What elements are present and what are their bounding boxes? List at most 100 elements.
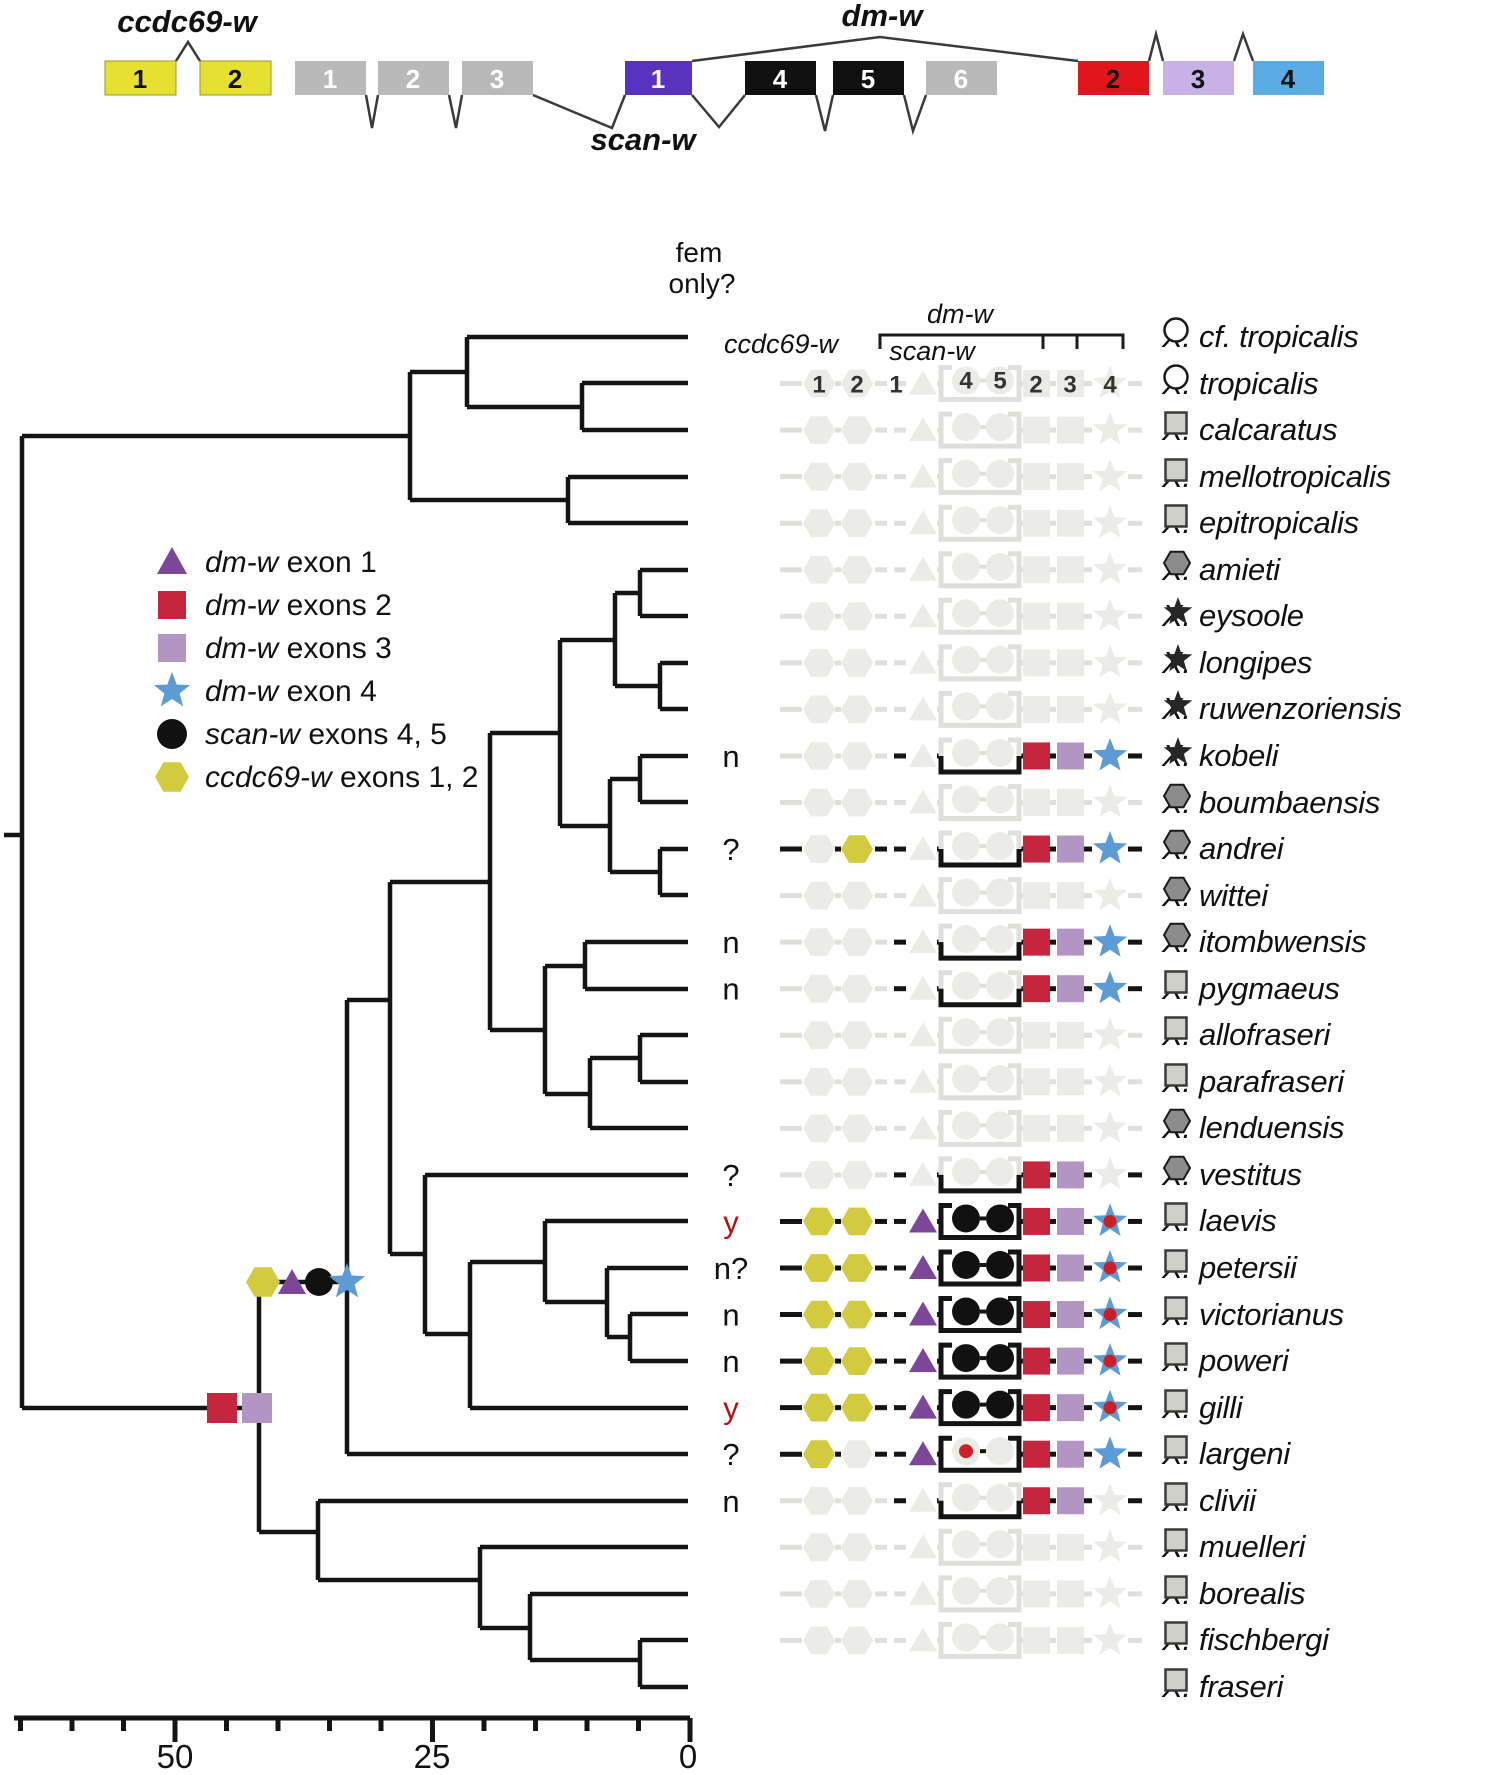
species-row: X. fraseri: [1162, 1666, 1293, 1708]
scanw-exon4-circle: [952, 1204, 980, 1233]
dmw-exon2-square: [1023, 1580, 1050, 1608]
scanw-splice-bracket: [938, 830, 1022, 850]
species-row: X. epitropicalis: [1162, 502, 1369, 544]
dmw-exon2-square: [1023, 975, 1050, 1003]
ccdc69w-exon2-hexagon: [841, 1486, 873, 1515]
species-name: X. eysoole: [1162, 598, 1304, 634]
ccdc69w-exon2-hexagon: [841, 1254, 873, 1282]
dmw-exon1-triangle: [909, 1068, 937, 1093]
scanw-exon5-circle: [986, 506, 1014, 535]
black-star-icon: [1163, 690, 1193, 718]
species-row: X. mellotropicalis: [1162, 456, 1401, 498]
ccdc69w-exon1-hexagon: [803, 974, 835, 1003]
ccdc69w-hexagon-icon: [155, 762, 189, 792]
ccdc69w-exon1-hexagon: [803, 695, 835, 724]
ccdc69w-exon1-hexagon: [803, 555, 835, 584]
legend-item: dm-w exon 1: [157, 546, 377, 579]
grey-square-icon: [1164, 1342, 1188, 1366]
grey-square-icon: [1164, 1435, 1188, 1459]
species-name: X. epitropicalis: [1162, 505, 1359, 541]
dmw-exon3-square: [1057, 742, 1084, 770]
dmw-exon1-triangle: [909, 1208, 937, 1233]
column-exon-number: 3: [1063, 372, 1076, 399]
dmw-exon3-square: [1057, 1114, 1084, 1142]
black-star-icon: [1163, 736, 1193, 765]
grey-square-icon: [1164, 1202, 1188, 1227]
scanw-exon4-circle: [952, 1344, 980, 1373]
species-row: X. lenduensis: [1162, 1107, 1354, 1149]
node-dmw-exon1-triangle: [278, 1269, 306, 1294]
scanw-exon4-circle: [952, 1111, 980, 1140]
dmw-exon1-triangle: [909, 1534, 937, 1559]
dmw-exon4-star: [1092, 831, 1128, 864]
species-row: X. amieti: [1162, 549, 1290, 591]
dmw-exon1-triangle: [909, 929, 937, 954]
ccdc69w-exon2-hexagon: [841, 1440, 873, 1469]
ccdc69w-exon2-hexagon: [841, 509, 873, 538]
species-row: X. fischbergi: [1162, 1619, 1339, 1661]
dmw-exon2-square-icon: [158, 591, 186, 619]
dmw-exon4-star: [1092, 412, 1128, 445]
open-circle-icon: [1163, 317, 1189, 343]
dmw-exon3-square: [1057, 509, 1084, 537]
fem-only-header2: only?: [669, 268, 736, 299]
fem-only-column: n?nn?yn?nny?n: [714, 739, 748, 1519]
dmw-exon3-square: [1057, 1580, 1084, 1608]
intron-lines: [174, 29, 1255, 136]
dmw-exon2-square: [1023, 695, 1050, 723]
dmw-exon2-square: [1023, 1440, 1050, 1468]
exon-number: 6: [954, 64, 968, 94]
scanw-splice-bracket: [938, 877, 1022, 896]
fem-only-value: n: [722, 972, 739, 1007]
species-row: X. petersii: [1162, 1247, 1307, 1289]
ccdc69w-exon1-hexagon: [803, 742, 835, 770]
dark-hexagon-icon: [1162, 550, 1192, 576]
grey-square-icon: [1164, 457, 1188, 482]
dmw-exon1-triangle: [909, 1348, 937, 1373]
legend-item-label: dm-w exons 2: [205, 589, 392, 622]
dmw-exon3-square: [1057, 1394, 1084, 1422]
dmw-exon4-star: [1092, 738, 1128, 771]
scanw-exon4-circle: [952, 645, 980, 674]
dmw-exon1-triangle: [909, 696, 937, 721]
scanw-exon5-circle: [986, 366, 1014, 395]
fem-only-value: n?: [714, 1251, 748, 1286]
ccdc69w-exon2-hexagon: [841, 1067, 873, 1096]
species-name: X. fischbergi: [1162, 1622, 1329, 1658]
species-row: X. muelleri: [1162, 1526, 1315, 1568]
grey-square-icon: [1164, 1528, 1188, 1553]
scanw-exon5-circle: [986, 738, 1014, 767]
species-name: X. boumbaensis: [1162, 784, 1381, 820]
dmw-exon4-star: [1092, 877, 1128, 911]
dark-hexagon-icon: [1162, 876, 1192, 901]
exon-presence-row: [780, 1296, 1142, 1334]
dmw-exon2-square: [1023, 1533, 1050, 1561]
dmw-exon3-square: [1057, 695, 1084, 723]
column-headers: fem only? ccdc69-w dm-w scan-w: [669, 237, 1125, 366]
grey-square-icon: [1164, 1388, 1188, 1413]
dmw-exon4-star-icon: [153, 672, 191, 707]
exon-number: 3: [1191, 64, 1205, 94]
ccdc69w-exon2-hexagon: [841, 1300, 873, 1329]
dmw-exon2-square: [1023, 649, 1050, 677]
scanw-splice-bracket: [938, 411, 1022, 431]
exon-number: 2: [1106, 64, 1120, 94]
dmw-exon2-square: [1023, 556, 1050, 584]
scanw-exon4-circle: [952, 459, 980, 488]
scanw-exon4-circle: [952, 1251, 980, 1279]
ccdc69w-exon2-hexagon: [841, 416, 873, 444]
scanw-exon4-circle: [952, 738, 980, 767]
scanw-splice-bracket: [938, 1202, 1022, 1222]
exon-presence-row: [780, 504, 1142, 542]
ccdc69w-exon2-hexagon: [841, 881, 873, 910]
scanw-exon5-circle: [986, 1576, 1014, 1605]
ccdc69w-exon2-hexagon: [841, 835, 873, 863]
dmw-exon4-star: [1092, 691, 1128, 724]
scanw-splice-bracket: [938, 365, 1022, 384]
dmw-exon4-star: [1092, 505, 1128, 538]
grey-square-icon: [1164, 969, 1188, 994]
exon-presence-row: [780, 1016, 1142, 1054]
node-scanw-circle: [305, 1268, 333, 1296]
